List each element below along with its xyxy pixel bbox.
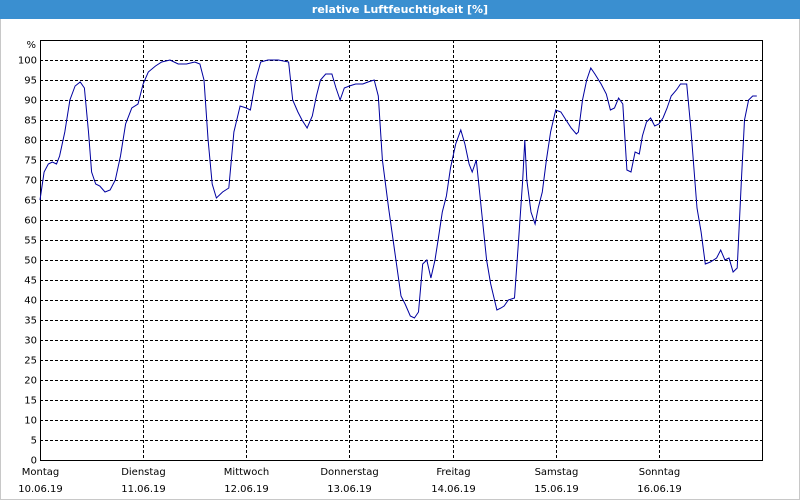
y-tick-label: 100 (18, 56, 37, 67)
y-tick-label: 30 (24, 336, 37, 347)
y-tick-label: 35 (24, 316, 37, 327)
x-tick-label: Freitag (436, 467, 470, 478)
y-axis-label: % (26, 40, 36, 51)
x-tick-label: 15.06.19 (534, 484, 579, 495)
x-tick-label: 13.06.19 (327, 484, 372, 495)
x-tick-label: Dienstag (121, 467, 166, 478)
y-tick-label: 75 (24, 156, 37, 167)
y-tick-label: 60 (24, 216, 37, 227)
x-tick-label: 14.06.19 (431, 484, 476, 495)
x-tick-label: Sonntag (639, 467, 681, 478)
y-tick-label: 20 (24, 376, 37, 387)
title-bar (0, 0, 800, 19)
y-tick-label: 5 (31, 436, 37, 447)
data-line (39, 59, 757, 319)
y-tick-label: 0 (31, 456, 37, 467)
x-tick-label: Mittwoch (224, 467, 269, 478)
chart-title: relative Luftfeuchtigkeit [%] (312, 3, 488, 16)
x-tick-label: 12.06.19 (224, 484, 269, 495)
y-tick-label: 45 (24, 276, 37, 287)
y-tick-label: 65 (24, 196, 37, 207)
x-tick-label: Samstag (535, 467, 579, 478)
y-tick-label: 50 (24, 256, 37, 267)
y-tick-label: 70 (24, 176, 37, 187)
y-tick-label: 85 (24, 116, 37, 127)
x-tick-label: 10.06.19 (18, 484, 63, 495)
y-tick-label: 10 (24, 416, 37, 427)
y-tick-label: 95 (24, 76, 37, 87)
x-tick-label: Montag (22, 467, 59, 478)
y-tick-label: 90 (24, 96, 37, 107)
y-tick-label: 55 (24, 236, 37, 247)
y-tick-label: 25 (24, 356, 37, 367)
x-tick-label: 16.06.19 (637, 484, 682, 495)
x-tick-label: 11.06.19 (121, 484, 166, 495)
y-tick-label: 80 (24, 136, 37, 147)
plot-frame (40, 40, 763, 461)
y-tick-label: 15 (24, 396, 37, 407)
y-tick-label: 40 (24, 296, 37, 307)
x-tick-label: Donnerstag (320, 467, 378, 478)
